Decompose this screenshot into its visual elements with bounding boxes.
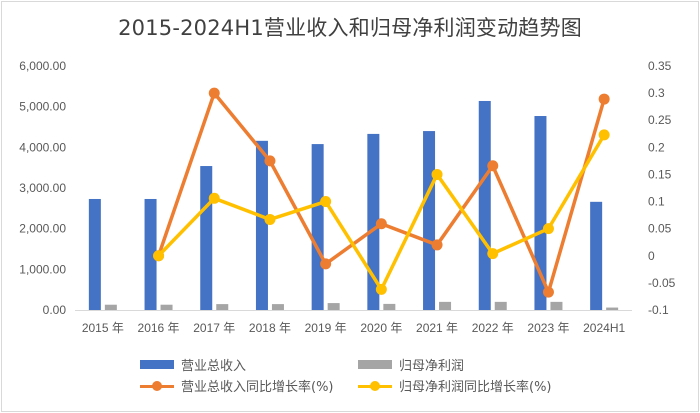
data-point-marker — [487, 248, 499, 260]
data-point-marker — [320, 258, 332, 270]
profit-swatch-icon — [358, 360, 392, 369]
profit-bar — [439, 301, 452, 310]
profit-growth-line-icon — [358, 380, 392, 392]
right-axis-tick: -0.1 — [648, 303, 669, 317]
data-point-marker — [375, 283, 387, 295]
left-axis-tick: 5,000.00 — [19, 100, 66, 114]
data-point-marker — [208, 192, 220, 204]
profit-bar — [550, 301, 563, 310]
data-point-marker — [542, 286, 554, 298]
chart-title: 2015-2024H1营业收入和归母净利润变动趋势图 — [118, 16, 582, 40]
x-axis-tick: 2024H1 — [583, 321, 625, 335]
left-axis-tick: 3,000.00 — [19, 181, 66, 195]
data-point-marker — [153, 250, 165, 262]
x-axis-tick: 2023 年 — [527, 321, 569, 335]
left-axis-tick: 0.00 — [43, 303, 67, 317]
x-axis-tick: 2017 年 — [193, 321, 235, 335]
revenue-bar — [144, 198, 157, 310]
x-axis-tick: 2020 年 — [360, 321, 402, 335]
revenue-bar — [255, 140, 268, 310]
legend-label: 营业总收入 — [181, 359, 247, 374]
x-axis-tick: 2015 年 — [82, 321, 124, 335]
data-point-marker — [598, 93, 610, 105]
data-point-marker — [431, 239, 443, 251]
revenue-bar — [200, 166, 213, 310]
revenue-bar — [311, 144, 324, 310]
profit-bar — [494, 301, 507, 310]
legend-item-revenue: 营业总收入 — [140, 355, 246, 374]
left-axis-tick: 6,000.00 — [19, 59, 66, 73]
x-axis-tick: 2019 年 — [305, 321, 347, 335]
revenue-swatch-icon — [140, 360, 174, 369]
profit-bar — [271, 304, 284, 310]
revenue-bar — [367, 133, 380, 310]
x-axis-tick: 2018 年 — [249, 321, 291, 335]
revenue-bar — [423, 131, 436, 310]
legend-item-profit: 归母净利润 — [358, 355, 464, 374]
left-axis-tick: 4,000.00 — [19, 140, 66, 154]
data-point-marker — [375, 218, 387, 230]
profit-bar — [383, 303, 396, 310]
data-point-marker — [487, 160, 499, 172]
legend-item-revenue-growth: 营业总收入同比增长率(%) — [140, 376, 334, 395]
legend-label: 归母净利润 — [399, 359, 465, 374]
data-point-marker — [542, 223, 554, 235]
data-point-marker — [264, 155, 276, 167]
profit-bar — [104, 304, 117, 310]
right-axis-tick: 0.2 — [648, 140, 665, 154]
revenue-bar — [478, 100, 491, 311]
right-axis-tick: 0 — [648, 249, 655, 263]
profit-bar — [216, 304, 229, 310]
legend-item-profit-growth: 归母净利润同比增长率(%) — [358, 376, 552, 395]
right-axis-tick: 0.25 — [648, 113, 672, 127]
revenue-growth-line-icon — [140, 380, 174, 392]
data-point-marker — [431, 168, 443, 180]
x-axis-tick: 2021 年 — [416, 321, 458, 335]
data-point-marker — [208, 87, 220, 99]
x-axis-tick: 2022 年 — [472, 321, 514, 335]
data-point-marker — [264, 213, 276, 225]
revenue-bar — [534, 116, 547, 311]
profit-bar — [606, 307, 619, 310]
right-axis-tick: 0.1 — [648, 195, 665, 209]
revenue-bar — [88, 198, 101, 310]
right-axis-tick: 0.15 — [648, 167, 672, 181]
right-axis-tick: 0.3 — [648, 86, 665, 100]
x-axis-tick: 2016 年 — [138, 321, 180, 335]
revenue-bar — [590, 201, 603, 310]
legend-label: 营业总收入同比增长率(%) — [181, 380, 334, 395]
right-axis-tick: 0.35 — [648, 59, 672, 73]
right-axis-tick: -0.05 — [648, 276, 676, 290]
left-axis-tick: 2,000.00 — [19, 222, 66, 236]
right-axis-tick: 0.05 — [648, 222, 672, 236]
profit-bar — [327, 303, 340, 310]
left-axis-tick: 1,000.00 — [19, 262, 66, 276]
data-point-marker — [320, 196, 332, 208]
legend-label: 归母净利润同比增长率(%) — [399, 380, 552, 395]
data-point-marker — [598, 129, 610, 141]
profit-bar — [160, 304, 173, 310]
